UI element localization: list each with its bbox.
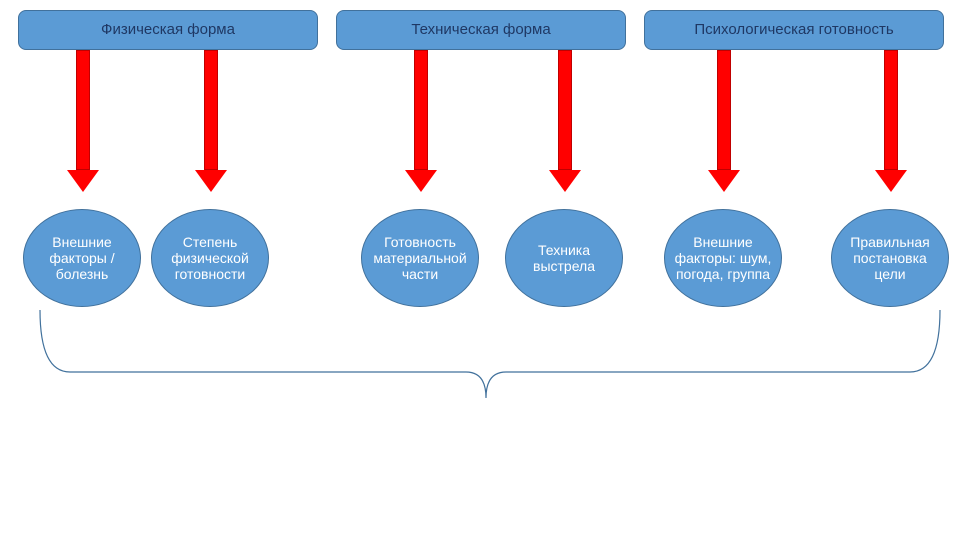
arrow-a3: [420, 50, 421, 192]
ellipse-e3: Готовность материальной части: [361, 209, 479, 307]
arrow-a5: [723, 50, 724, 192]
ellipse-e5: Внешние факторы: шум, погода, группа: [664, 209, 782, 307]
top-box-psychological: Психологическая готовность: [644, 10, 944, 50]
ellipse-e2: Степень физической готовности: [151, 209, 269, 307]
top-box-label: Психологическая готовность: [694, 22, 893, 39]
arrow-shaft: [884, 50, 898, 170]
arrow-head-icon: [708, 170, 740, 192]
arrow-head-icon: [405, 170, 437, 192]
arrow-head-icon: [195, 170, 227, 192]
top-box-label: Техническая форма: [411, 22, 550, 39]
arrow-a1: [82, 50, 83, 192]
ellipse-e6: Правильная постановка цели: [831, 209, 949, 307]
arrow-shaft: [204, 50, 218, 170]
ellipse-e1: Внешние факторы / болезнь: [23, 209, 141, 307]
arrow-shaft: [558, 50, 572, 170]
arrow-shaft: [414, 50, 428, 170]
arrow-head-icon: [67, 170, 99, 192]
arrow-a6: [890, 50, 891, 192]
top-box-physical: Физическая форма: [18, 10, 318, 50]
ellipse-label: Внешние факторы: шум, погода, группа: [671, 234, 775, 282]
arrow-shaft: [717, 50, 731, 170]
arrow-a4: [564, 50, 565, 192]
ellipse-label: Готовность материальной части: [368, 234, 472, 282]
arrow-head-icon: [549, 170, 581, 192]
top-box-label: Физическая форма: [101, 22, 235, 39]
arrow-head-icon: [875, 170, 907, 192]
ellipse-e4: Техника выстрела: [505, 209, 623, 307]
summary-bracket: [0, 0, 960, 540]
arrow-a2: [210, 50, 211, 192]
top-box-technical: Техническая форма: [336, 10, 626, 50]
ellipse-label: Техника выстрела: [512, 242, 616, 274]
ellipse-label: Правильная постановка цели: [838, 234, 942, 282]
ellipse-label: Внешние факторы / болезнь: [30, 234, 134, 282]
ellipse-label: Степень физической готовности: [158, 234, 262, 282]
arrow-shaft: [76, 50, 90, 170]
